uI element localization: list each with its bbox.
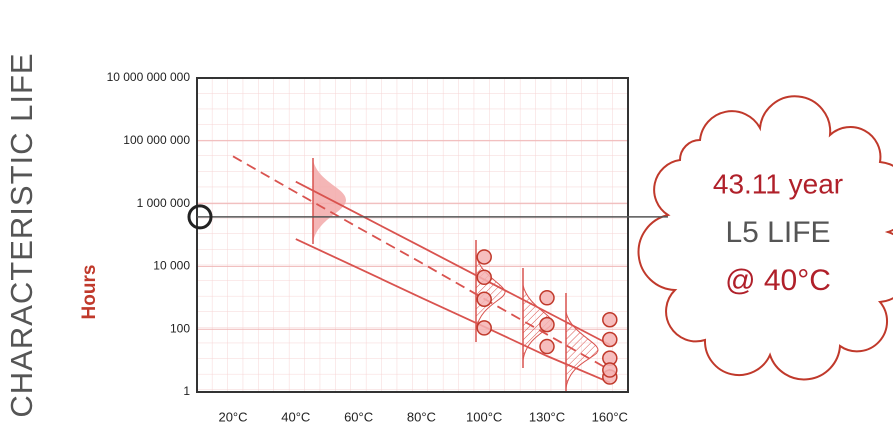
x-tick-label: 40°C [281, 409, 310, 424]
y-tick-label: 1 [183, 384, 190, 398]
data-point [476, 249, 492, 265]
x-tick-label: 20°C [218, 409, 247, 424]
annotation-life: 43.11 year [713, 168, 843, 199]
distribution [313, 160, 346, 242]
data-point [476, 291, 492, 307]
data-point [602, 331, 618, 348]
bound-line [295, 238, 611, 384]
data-point [476, 269, 492, 286]
x-tick-label: 80°C [407, 409, 436, 424]
x-tick-label: 60°C [344, 409, 373, 424]
y-axis-unit: Hours [79, 265, 100, 320]
x-tick-label: 130°C [529, 409, 565, 424]
trend-line [232, 155, 611, 371]
bound-line [295, 180, 611, 346]
y-tick-label: 100 000 000 [123, 133, 190, 147]
y-tick-label: 10 000 [153, 259, 190, 273]
plot-background [197, 78, 628, 392]
annotation-label: L5 LIFE [725, 216, 830, 249]
x-tick-label: 100°C [466, 409, 502, 424]
data-point [476, 320, 492, 336]
x-tick-label: 160°C [592, 409, 628, 424]
marks [232, 155, 618, 385]
y-tick-label: 1 000 000 [137, 196, 191, 210]
data-point [539, 290, 555, 306]
data-point [539, 338, 555, 355]
plot-frame [196, 77, 629, 393]
reference-marker [187, 204, 213, 230]
data-point [602, 311, 618, 328]
annotation-cloud [637, 95, 893, 381]
y-tick-label: 100 [170, 321, 190, 335]
distribution [565, 311, 599, 389]
annotation-condition: @ 40°C [725, 264, 831, 297]
y-axis-title: CHARACTERISTIC LIFE [4, 52, 39, 417]
y-tick-label: 10 000 000 000 [107, 70, 191, 84]
data-point [539, 316, 555, 333]
data-point [602, 362, 618, 378]
